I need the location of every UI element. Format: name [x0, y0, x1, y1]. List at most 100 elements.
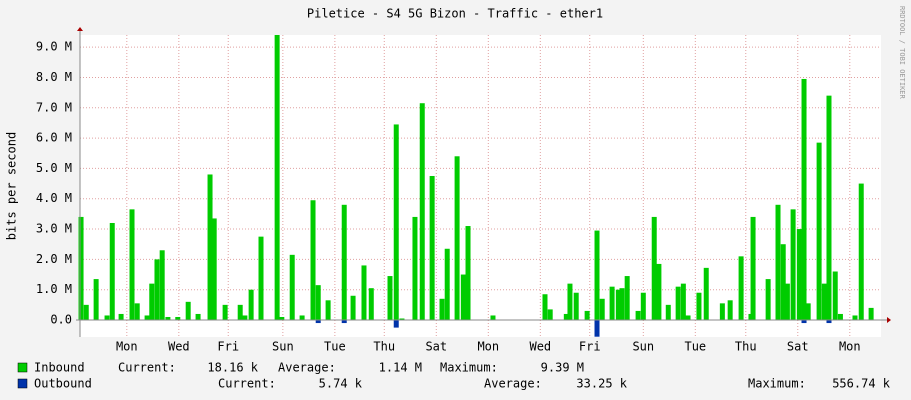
bar	[341, 204, 347, 321]
bar	[78, 216, 84, 321]
watermark: RRDTOOL / TOBI OETIKER	[898, 6, 906, 100]
bar	[175, 316, 181, 321]
bar	[279, 316, 285, 321]
bar	[248, 289, 254, 321]
bar	[765, 279, 771, 321]
bar	[801, 78, 807, 321]
bar	[439, 298, 445, 321]
legend-stat-value: 33.25 k	[576, 377, 627, 391]
bar	[144, 315, 150, 321]
bar	[368, 288, 374, 321]
bar	[154, 259, 160, 321]
bar	[211, 218, 217, 321]
legend-label: Outbound	[34, 377, 92, 391]
bar	[93, 279, 99, 321]
y-tick-label: 6.0 M	[36, 131, 72, 145]
legend-stat-label: Maximum:	[748, 377, 806, 391]
bar	[837, 313, 843, 321]
bar	[805, 303, 811, 321]
y-axis-arrow	[77, 27, 83, 31]
x-tick-label: Thu	[735, 340, 757, 354]
bar	[640, 292, 646, 321]
x-tick-label: Sun	[272, 340, 294, 354]
legend-stat-value: 556.74 k	[832, 377, 891, 391]
bar	[207, 174, 213, 321]
bar	[826, 320, 832, 324]
y-tick-label: 1.0 M	[36, 282, 72, 296]
bar	[149, 283, 155, 321]
legend-stat-value: 9.39 M	[541, 361, 584, 375]
legend-stat-value: 5.74 k	[319, 377, 363, 391]
legend-stat-value: 1.14 M	[379, 361, 422, 375]
x-axis-arrow	[887, 317, 891, 324]
bar	[465, 226, 471, 321]
bar	[542, 294, 548, 321]
bar	[118, 313, 124, 321]
legend-stat-label: Average:	[484, 377, 542, 391]
legend-swatch	[17, 378, 28, 389]
x-tick-label: Wed	[168, 340, 190, 354]
bar	[832, 271, 838, 321]
legend-stat-label: Current:	[118, 361, 176, 375]
bar	[399, 318, 405, 321]
bar	[185, 301, 191, 321]
bar	[801, 320, 807, 324]
bar	[675, 286, 681, 321]
bar	[429, 175, 435, 321]
y-tick-label: 0.0	[50, 313, 72, 327]
y-axis-label: bits per second	[5, 132, 19, 240]
bar	[242, 315, 248, 321]
bar	[821, 283, 827, 321]
x-tick-label: Wed	[529, 340, 551, 354]
x-tick-label: Tue	[324, 340, 346, 354]
x-tick-label: Mon	[477, 340, 499, 354]
bar	[868, 307, 874, 321]
bar	[315, 320, 321, 324]
bar	[325, 300, 331, 321]
bar	[796, 229, 802, 321]
bar	[615, 289, 621, 321]
bar	[387, 276, 393, 321]
legend-stat-label: Current:	[218, 377, 276, 391]
y-tick-label: 4.0 M	[36, 191, 72, 205]
bar	[393, 124, 399, 321]
legend-stat-value: 18.16 k	[207, 361, 258, 375]
y-tick-label: 7.0 M	[36, 100, 72, 114]
bar	[104, 315, 110, 321]
bar	[858, 183, 864, 321]
bar	[696, 292, 702, 321]
x-tick-label: Mon	[839, 340, 861, 354]
bar	[826, 95, 832, 321]
bar	[775, 204, 781, 321]
bar	[547, 309, 553, 321]
y-tick-label: 2.0 M	[36, 252, 72, 266]
x-tick-label: Tue	[684, 340, 706, 354]
bar	[780, 244, 786, 321]
bar	[656, 263, 662, 321]
bar	[222, 304, 228, 321]
bar	[584, 310, 590, 321]
bar	[412, 216, 418, 321]
x-tick-label: Fri	[217, 340, 239, 354]
bar	[393, 320, 399, 328]
bar	[350, 295, 356, 321]
bar	[703, 267, 709, 321]
bar	[594, 230, 600, 321]
y-tick-label: 8.0 M	[36, 70, 72, 84]
bar	[134, 303, 140, 321]
bar	[341, 320, 347, 324]
bar	[195, 313, 201, 321]
bar	[419, 103, 425, 321]
x-tick-label: Sat	[787, 340, 809, 354]
bar	[619, 288, 625, 321]
x-tick-label: Thu	[373, 340, 395, 354]
bar	[665, 304, 671, 321]
bar	[361, 265, 367, 321]
bar	[237, 304, 243, 321]
bar	[299, 315, 305, 321]
bar	[310, 200, 316, 321]
legend-label: Inbound	[34, 361, 85, 375]
bar	[129, 209, 135, 321]
bar	[83, 304, 89, 321]
